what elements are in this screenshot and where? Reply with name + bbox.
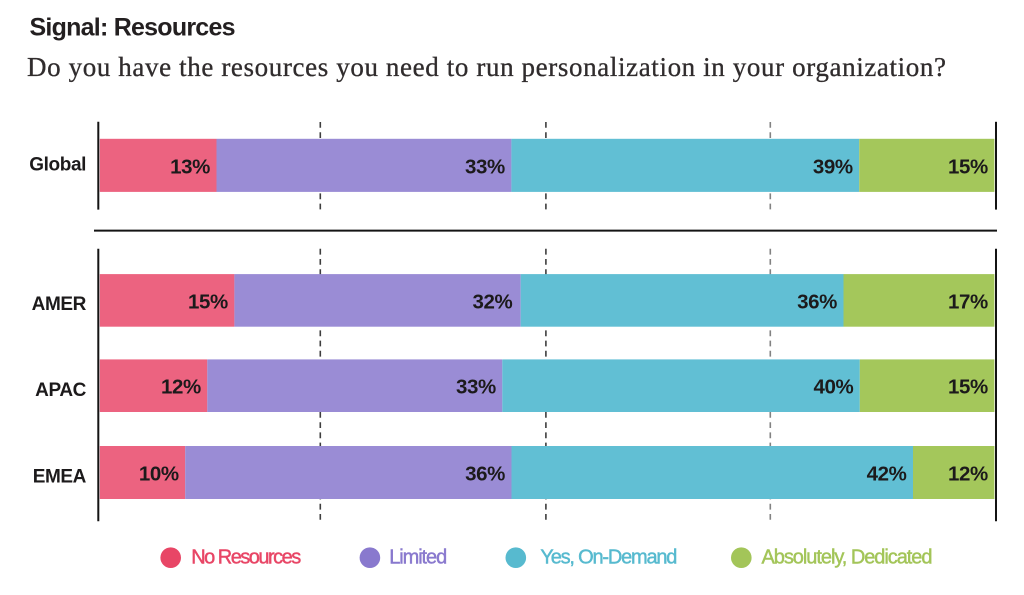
svg-text:36%: 36% [465,462,505,485]
svg-text:No Resources: No Resources [191,547,301,569]
svg-text:AMER: AMER [32,294,87,315]
svg-text:33%: 33% [456,376,496,399]
svg-text:Limited: Limited [389,547,447,569]
svg-text:10%: 10% [139,462,179,485]
svg-text:40%: 40% [813,376,853,399]
svg-text:12%: 12% [948,462,988,485]
svg-text:Yes, On-Demand: Yes, On-Demand [540,547,677,569]
svg-text:Global: Global [29,155,86,176]
svg-text:Signal: Resources: Signal: Resources [30,14,236,42]
svg-text:13%: 13% [170,155,210,178]
svg-text:EMEA: EMEA [33,466,87,487]
svg-text:32%: 32% [473,290,513,313]
svg-text:42%: 42% [867,462,907,485]
svg-text:39%: 39% [813,155,853,178]
svg-text:APAC: APAC [35,380,87,401]
svg-text:15%: 15% [948,376,988,399]
svg-text:33%: 33% [465,155,505,178]
svg-text:15%: 15% [188,290,228,313]
svg-text:15%: 15% [948,155,988,178]
svg-text:Absolutely, Dedicated: Absolutely, Dedicated [762,547,933,569]
svg-text:12%: 12% [161,376,201,399]
svg-text:17%: 17% [948,290,988,313]
svg-text:36%: 36% [797,290,837,313]
svg-text:Do you have the resources you: Do you have the resources you need to ru… [27,52,946,82]
